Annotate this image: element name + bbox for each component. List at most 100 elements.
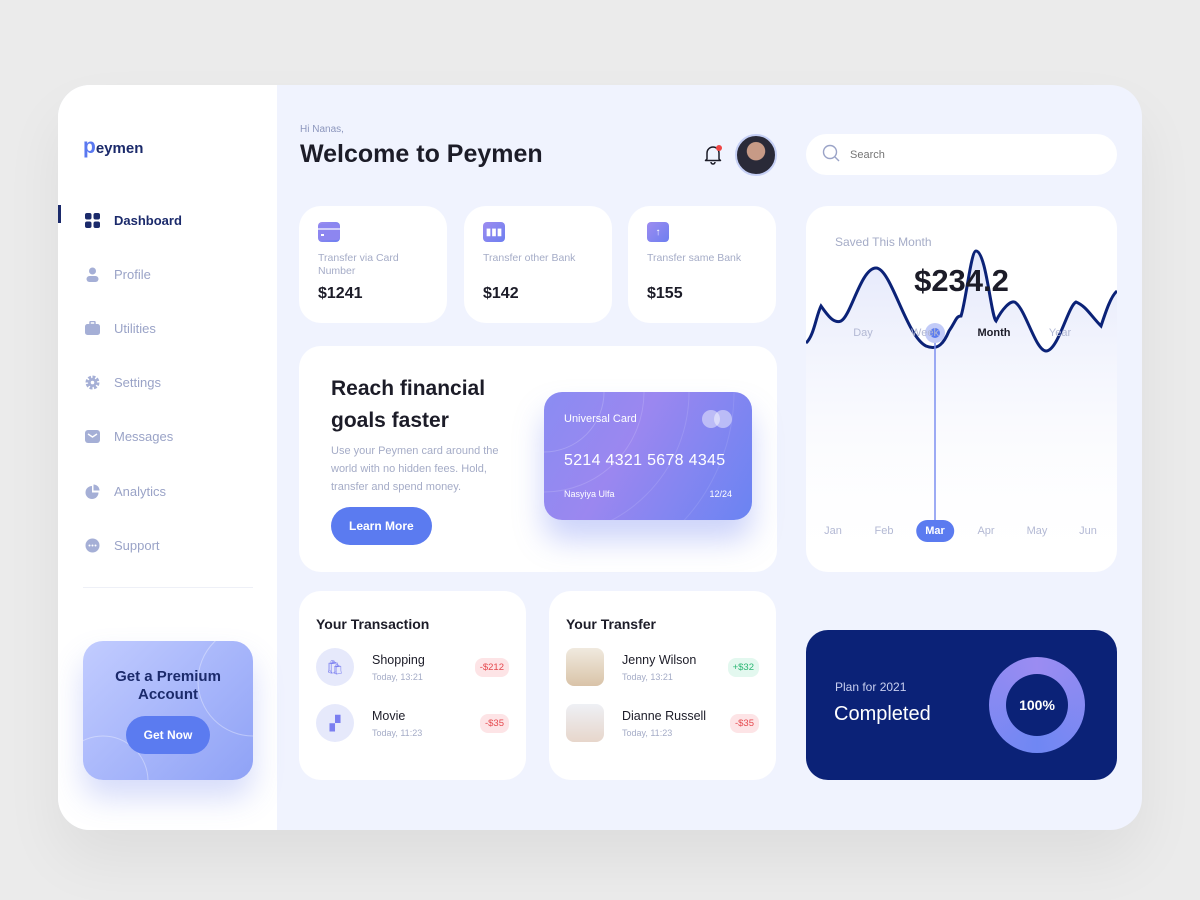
logo[interactable]: peymen [83, 135, 144, 158]
chat-icon [85, 538, 100, 553]
stat-label: Transfer via Card Number [318, 252, 399, 277]
card-number: 5214 4321 5678 4345 [564, 452, 726, 469]
stat-label: Transfer other Bank [483, 252, 576, 264]
search-icon [822, 144, 840, 165]
list-item[interactable]: ▞ Movie Today, 11:23 -$35 [316, 702, 509, 744]
card-icon [318, 222, 340, 242]
card-expiry: 12/24 [709, 489, 732, 499]
stat-value: $1241 [318, 285, 363, 302]
card-logo-icon [702, 410, 734, 428]
sidebar-item-messages[interactable]: Messages [58, 410, 277, 464]
list-item[interactable]: 🛍︎ Shopping Today, 13:21 -$212 [316, 646, 509, 688]
user-icon [85, 267, 100, 282]
stat-card-same-bank[interactable]: ↑ Transfer same Bank $155 [628, 206, 776, 323]
tab-day[interactable]: Day [853, 327, 873, 339]
gear-icon [85, 375, 100, 390]
briefcase-icon [85, 320, 100, 336]
sidebar-item-profile[interactable]: Profile [58, 247, 277, 301]
stat-card-other-bank[interactable]: ▮▮▮ Transfer other Bank $142 [464, 206, 612, 323]
progress-percent: 100% [1006, 674, 1068, 736]
stat-card-card-number[interactable]: Transfer via Card Number $1241 [299, 206, 447, 323]
get-now-button[interactable]: Get Now [125, 716, 211, 754]
month-jun[interactable]: Jun [1079, 525, 1097, 537]
contact-photo [566, 704, 604, 742]
nav-label: Support [114, 537, 160, 553]
item-time: Today, 13:21 [622, 671, 673, 682]
search-bar[interactable] [806, 134, 1117, 175]
amount-badge: -$35 [729, 713, 759, 733]
card-holder: Nasyiya Ulfa [564, 489, 615, 499]
sidebar-nav: Dashboard Profile Utilities Settings Mes… [58, 193, 277, 572]
credit-card[interactable]: Universal Card 5214 4321 5678 4345 Nasyi… [544, 392, 752, 520]
promo-text: Use your Peymen card around the world wi… [331, 445, 499, 493]
divider [83, 587, 253, 588]
upload-icon: ↑ [647, 222, 669, 242]
contact-photo [566, 648, 604, 686]
transfers-title: Your Transfer [566, 616, 656, 632]
sidebar-item-dashboard[interactable]: Dashboard [58, 193, 277, 247]
month-axis: Jan Feb Mar Apr May Jun [806, 206, 1117, 572]
stat-label: Transfer same Bank [647, 252, 742, 264]
page-title: Welcome to Peymen [300, 140, 543, 168]
month-feb[interactable]: Feb [874, 525, 894, 537]
stat-value: $142 [483, 285, 519, 302]
shopping-bag-icon: 🛍︎ [316, 648, 354, 686]
period-tabs: Day Week Month Year [806, 327, 1117, 343]
sidebar-item-utilities[interactable]: Utilities [58, 301, 277, 355]
item-time: Today, 11:23 [372, 727, 423, 738]
pie-chart-icon [85, 484, 100, 499]
progress-ring: 100% [989, 657, 1085, 753]
list-item[interactable]: Dianne Russell Today, 11:23 -$35 [566, 702, 759, 744]
avatar[interactable] [735, 134, 777, 176]
saved-label: Saved This Month [835, 235, 932, 249]
premium-title: Get a Premium Account [115, 668, 221, 703]
saved-card: Saved This Month $234.2 Day Week Month Y… [806, 206, 1117, 572]
sidebar-item-settings[interactable]: Settings [58, 356, 277, 410]
plan-label: Plan for 2021 [835, 680, 907, 694]
transactions-title: Your Transaction [316, 616, 430, 632]
amount-badge: -$212 [474, 657, 509, 677]
sidebar-item-support[interactable]: Support [58, 518, 277, 572]
item-name: Dianne Russell [622, 708, 707, 723]
month-jan[interactable]: Jan [824, 525, 842, 537]
nav-label: Dashboard [114, 212, 182, 228]
item-name: Shopping [372, 652, 425, 667]
tab-month[interactable]: Month [977, 327, 1011, 339]
item-time: Today, 13:21 [372, 671, 423, 682]
transfers-card: Your Transfer Jenny Wilson Today, 13:21 +$… [549, 591, 776, 780]
stat-value: $155 [647, 285, 683, 302]
month-apr[interactable]: Apr [977, 525, 995, 537]
ticket-icon: ▞ [316, 704, 354, 742]
plan-status: Completed [834, 703, 931, 725]
promo-title: Reach financial goals faster [331, 377, 486, 432]
item-name: Jenny Wilson [622, 652, 697, 667]
chart-area [806, 251, 1117, 572]
bar-chart-icon: ▮▮▮ [483, 222, 505, 242]
premium-card: Get a Premium Account Get Now [83, 641, 253, 780]
list-item[interactable]: Jenny Wilson Today, 13:21 +$32 [566, 646, 759, 688]
card-name: Universal Card [564, 413, 637, 425]
item-time: Today, 11:23 [622, 727, 673, 738]
tab-week[interactable]: Week [911, 327, 939, 339]
promo-card: Reach financial goals faster Use your Pe… [299, 346, 777, 572]
month-may[interactable]: May [1026, 525, 1048, 537]
transactions-card: Your Transaction 🛍︎ Shopping Today, 13:21 -… [299, 591, 526, 780]
nav-label: Settings [114, 375, 161, 391]
tab-year[interactable]: Year [1048, 327, 1072, 339]
bell-icon[interactable] [702, 143, 724, 165]
grid-icon [85, 212, 100, 228]
greeting: Hi Nanas, [300, 124, 344, 135]
month-mar[interactable]: Mar [916, 520, 954, 542]
amount-badge: +$32 [727, 657, 759, 677]
sidebar-item-analytics[interactable]: Analytics [58, 464, 277, 518]
sidebar: peymen Dashboard Profile Utilities Setti… [58, 85, 277, 830]
mail-icon [85, 429, 100, 444]
amount-badge: -$35 [479, 713, 509, 733]
learn-more-button[interactable]: Learn More [331, 507, 432, 545]
nav-label: Utilities [114, 320, 156, 336]
app-window: peymen Dashboard Profile Utilities Setti… [58, 85, 1142, 830]
saved-amount: $234.2 [914, 263, 1009, 298]
nav-label: Messages [114, 429, 174, 445]
search-input[interactable] [850, 148, 1090, 161]
plan-card[interactable]: Plan for 2021 Completed 100% [806, 630, 1117, 780]
